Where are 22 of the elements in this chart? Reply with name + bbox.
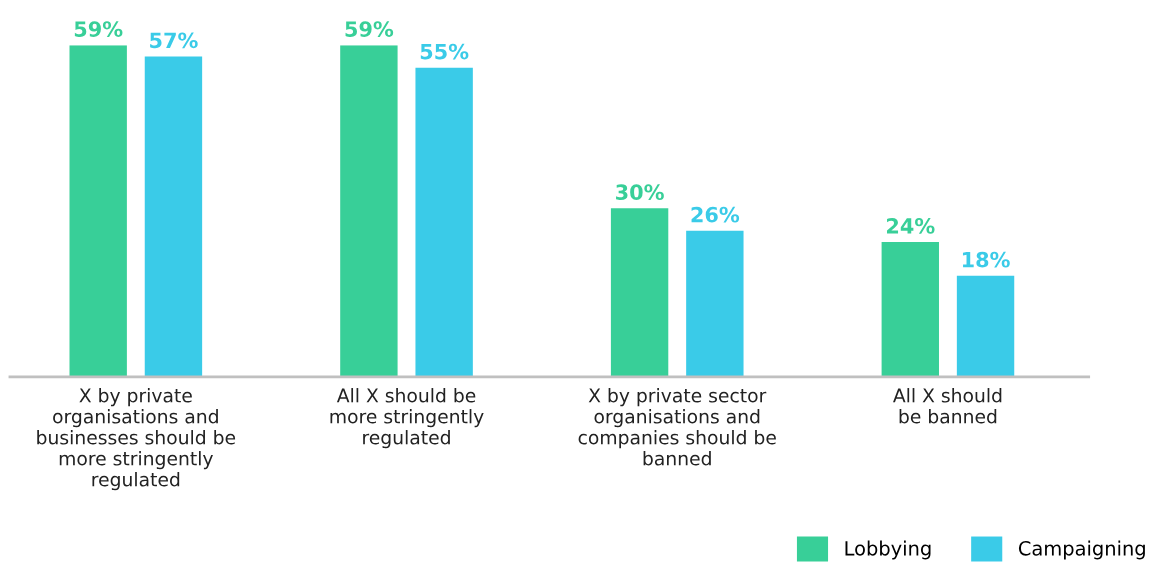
bar [881, 241, 939, 377]
legend-label: Campaigning [1018, 540, 1145, 560]
data-label: 30% [616, 184, 664, 201]
bar [956, 275, 1015, 377]
x-tick-label: X by private sector organisations and companies should be banned [578, 388, 776, 466]
bar [686, 230, 744, 377]
bar [340, 45, 398, 377]
data-label: 59% [345, 21, 394, 37]
data-label: 55% [420, 43, 469, 60]
bar [144, 56, 203, 377]
x-tick-label: All X should be more stringently regulated [330, 388, 484, 449]
data-label: 26% [691, 206, 740, 223]
data-label: 59% [74, 21, 123, 37]
bar [69, 45, 127, 377]
legend-label: Lobbying [845, 540, 931, 560]
data-label: 57% [150, 32, 198, 49]
data-label: 18% [962, 251, 1010, 268]
x-tick-label: All X should be banned [893, 388, 1002, 424]
bar [610, 208, 669, 377]
x-tick-label: X by private organisations and businesses should be more stringently regulated [37, 388, 236, 491]
data-label: 24% [887, 218, 935, 234]
bar [415, 67, 473, 377]
